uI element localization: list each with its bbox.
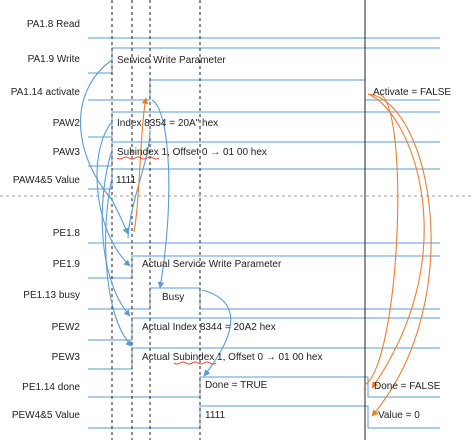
annotation-subindex-out: Subindex 1, Offset 0 → 01 00 hex xyxy=(117,147,267,158)
label-pew3: PEW3 xyxy=(52,352,81,363)
arrow-value-to-pew3 xyxy=(105,177,133,347)
arrow-busy-to-done xyxy=(201,289,232,377)
annotation-value-out: 1111 xyxy=(116,175,136,186)
label-pa1-14-activate: PA1.14 activate xyxy=(11,87,81,98)
arrow-paw2-to-pe1-9 xyxy=(96,121,131,267)
annotation-actual-service-write: Actual Service Write Parameter xyxy=(142,259,282,270)
annotation-service-write: Service Write Parameter xyxy=(117,55,226,66)
label-pe1-13-busy: PE1.13 busy xyxy=(23,290,80,301)
label-pe1-14-done: PE1.14 done xyxy=(22,382,80,393)
annotation-actual-index: Actual Index 8344 = 20A2 hex xyxy=(142,322,276,333)
label-paw4-5-value: PAW4&5 Value xyxy=(13,175,81,186)
wave-paw3 xyxy=(88,141,440,167)
wave-paw2 xyxy=(88,111,440,138)
wave-pe1-14-done xyxy=(88,376,440,398)
wave-pe1-13-busy xyxy=(88,287,440,310)
annotation-busy: Busy xyxy=(162,292,184,303)
time-markers xyxy=(111,0,366,440)
spellcheck-underline-subindex-out xyxy=(116,156,160,160)
arrow-index-trace xyxy=(127,129,151,239)
annotation-done-false: Done = FALSE xyxy=(374,381,441,392)
label-pa1-8-read: PA1.8 Read xyxy=(27,19,80,30)
arrow-paw3-to-pew2 xyxy=(101,149,131,317)
spellcheck-underline-actual-subindex xyxy=(173,361,217,365)
reset-arrows xyxy=(133,93,432,417)
annotation-activate-false: Activate = FALSE xyxy=(373,87,451,98)
waveforms xyxy=(88,37,440,429)
annotation-index-out: Index 8354 = 20A" hex xyxy=(117,118,218,129)
arrow-activate-false-to-value-zero xyxy=(367,93,432,417)
signal-labels: PA1.8 Read PA1.9 Write PA1.14 activate P… xyxy=(11,19,81,421)
label-pew4-5-value: PEW4&5 Value xyxy=(12,410,81,421)
label-pe1-8: PE1.8 xyxy=(53,228,81,239)
label-pa1-9-write: PA1.9 Write xyxy=(28,54,81,65)
causal-arrows xyxy=(79,59,232,377)
annotation-value-zero: Value = 0 xyxy=(378,410,420,421)
label-pe1-9: PE1.9 xyxy=(53,259,81,270)
annotations: Service Write Parameter Activate = FALSE… xyxy=(116,55,451,421)
annotation-done-true: Done = TRUE xyxy=(205,380,268,391)
wave-pew3 xyxy=(88,347,440,370)
annotation-actual-subindex: Actual Subindex 1, Offset 0 → 01 00 hex xyxy=(142,352,322,363)
wave-pew2 xyxy=(88,317,440,341)
label-paw3: PAW3 xyxy=(53,147,81,158)
arrow-done-false-loop xyxy=(364,93,399,386)
label-pew2: PEW2 xyxy=(52,322,81,333)
label-paw2: PAW2 xyxy=(53,118,81,129)
annotation-value-in: 1111 xyxy=(205,410,225,421)
arrow-activate-start xyxy=(133,97,149,233)
arrow-activate-false-to-done-false xyxy=(367,93,425,389)
wave-pew4-5-value xyxy=(88,405,440,429)
arrow-activate-to-busy xyxy=(151,99,170,289)
